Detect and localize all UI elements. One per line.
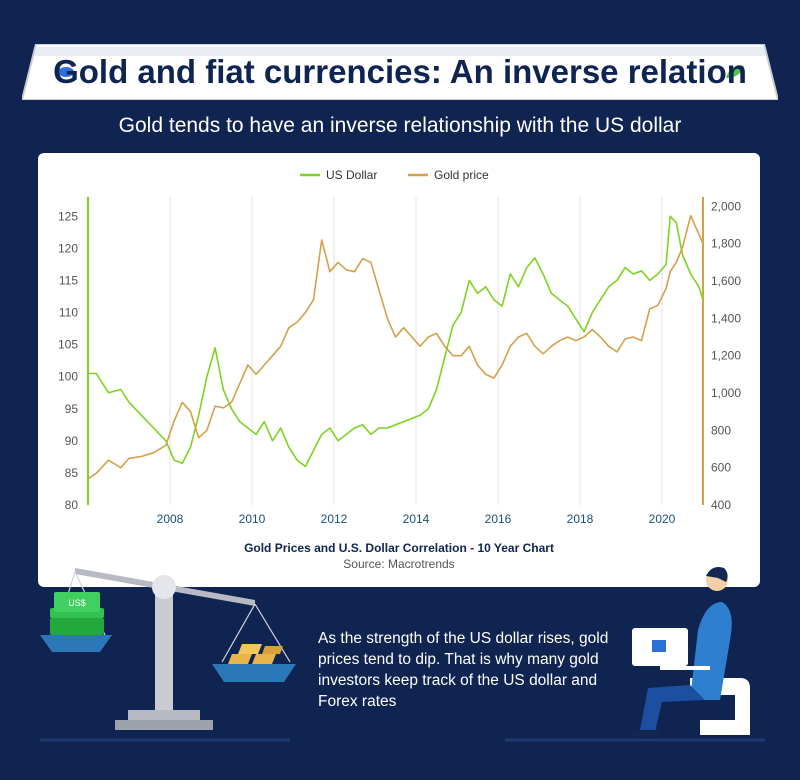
blue-drop-icon — [58, 67, 74, 77]
right-tick-label: 1,000 — [711, 386, 741, 400]
right-tick-label: 1,800 — [711, 237, 741, 251]
left-axis-ticks: 80 85 90 95 100 105 110 115 120 125 — [58, 209, 78, 512]
x-tick-label: 2014 — [403, 512, 430, 526]
right-tick-label: 1,200 — [711, 349, 741, 363]
left-tick-label: 95 — [65, 402, 79, 416]
chart: 80 85 90 95 100 105 110 115 120 125 400 600 800 1,00… — [58, 168, 741, 526]
left-tick-label: 105 — [58, 338, 78, 352]
chart-legend: US Dollar Gold price — [300, 168, 489, 182]
title-banner — [22, 44, 778, 100]
x-axis-ticks: 2008 2010 2012 2014 2016 2018 2020 — [157, 512, 676, 526]
left-tick-label: 90 — [65, 434, 79, 448]
left-tick-label: 85 — [65, 466, 79, 480]
x-tick-label: 2012 — [321, 512, 348, 526]
right-tick-label: 600 — [711, 461, 731, 475]
page-subtitle: Gold tends to have an inverse relationsh… — [118, 114, 682, 137]
left-tick-label: 120 — [58, 241, 78, 255]
x-tick-label: 2010 — [239, 512, 266, 526]
page-title: Gold and fiat currencies: An inverse rel… — [53, 53, 747, 90]
green-leaf-icon — [726, 65, 744, 78]
chart-caption: Gold Prices and U.S. Dollar Correlation … — [244, 541, 554, 555]
chart-card: 80 85 90 95 100 105 110 115 120 125 400 600 800 1,00… — [38, 153, 760, 587]
x-tick-label: 2016 — [485, 512, 512, 526]
right-axis-ticks: 400 600 800 1,000 1,200 1,400 1,600 1,800 2,000 — [711, 199, 741, 512]
left-tick-label: 100 — [58, 370, 78, 384]
x-tick-label: 2020 — [649, 512, 676, 526]
illustration-description: As the strength of the US dollar rises, … — [318, 630, 609, 710]
right-tick-label: 2,000 — [711, 199, 741, 213]
chart-series — [87, 214, 704, 480]
legend-gold-label: Gold price — [434, 168, 489, 182]
right-tick-label: 400 — [711, 498, 731, 512]
chart-axes — [87, 197, 704, 505]
gold-bars-icon — [228, 644, 283, 664]
left-tick-label: 110 — [59, 306, 78, 320]
right-tick-label: 1,600 — [711, 274, 741, 288]
left-tick-label: 125 — [58, 209, 78, 223]
cash-stack-icon: US$ — [50, 592, 104, 635]
x-tick-label: 2008 — [157, 512, 184, 526]
chart-grid — [169, 197, 663, 505]
balance-scale — [40, 568, 296, 730]
cash-label: US$ — [68, 598, 86, 608]
left-tick-label: 80 — [65, 498, 79, 512]
legend-usd-label: US Dollar — [326, 168, 377, 182]
right-tick-label: 800 — [711, 423, 731, 437]
illustration: US$ — [40, 567, 765, 742]
gold-series-line — [87, 214, 704, 480]
x-tick-label: 2018 — [567, 512, 594, 526]
chart-source: Source: Macrotrends — [343, 557, 455, 571]
person-with-laptop — [630, 567, 750, 738]
left-tick-label: 115 — [59, 273, 78, 287]
usd-series-line — [88, 215, 704, 468]
right-tick-label: 1,400 — [711, 311, 741, 325]
